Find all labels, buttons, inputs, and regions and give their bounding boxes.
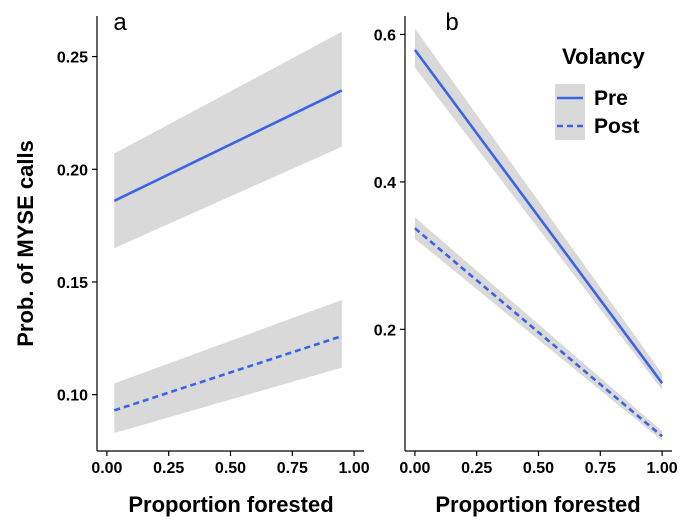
x-axis-title-a: Proportion forested xyxy=(128,492,333,517)
x-tick-label: 0.25 xyxy=(153,460,184,477)
x-tick-label: 0.50 xyxy=(523,460,554,477)
x-tick-label: 1.00 xyxy=(339,460,370,477)
y-tick-label: 0.20 xyxy=(57,162,88,179)
x-axis-title-b: Proportion forested xyxy=(435,492,640,517)
series-line-pre-a xyxy=(113,89,343,202)
y-tick-label: 0.15 xyxy=(57,275,88,292)
x-tick-label: 0.75 xyxy=(585,460,616,477)
y-tick-label: 0.6 xyxy=(374,27,396,44)
panel-tag-b: b xyxy=(445,9,458,36)
series-line-post-b xyxy=(414,227,663,438)
panel-a: 0.00 0.25 0.50 0.75 1.00 0.10 0.15 0.20 0.25 Prop… xyxy=(13,9,370,517)
x-tick-label: 1.00 xyxy=(647,460,678,477)
legend-label-pre: Pre xyxy=(594,87,628,110)
legend-title: Volancy xyxy=(562,44,646,69)
series-line-pre-b xyxy=(413,49,664,384)
panel-tag-a: a xyxy=(113,9,127,36)
legend: Volancy Pre Post xyxy=(555,44,646,140)
y-tick-label: 0.10 xyxy=(57,388,88,405)
y-tick-label: 0.4 xyxy=(374,175,396,192)
x-tick-label: 0.00 xyxy=(91,460,122,477)
y-tick-label: 0.25 xyxy=(57,50,88,67)
y-axis-title: Prob. of MYSE calls xyxy=(13,140,38,347)
x-tick-label: 0.00 xyxy=(399,460,430,477)
x-tick-label: 0.75 xyxy=(277,460,308,477)
legend-label-post: Post xyxy=(594,115,640,138)
y-tick-label: 0.2 xyxy=(374,322,396,339)
ci-ribbon-post-a xyxy=(114,300,342,433)
x-tick-label: 0.50 xyxy=(215,460,246,477)
panel-b: 0.00 0.25 0.50 0.75 1.00 0.2 0.4 0.6 Proportion … xyxy=(374,9,678,517)
ci-ribbon-pre-a xyxy=(114,31,342,249)
x-tick-label: 0.25 xyxy=(461,460,492,477)
